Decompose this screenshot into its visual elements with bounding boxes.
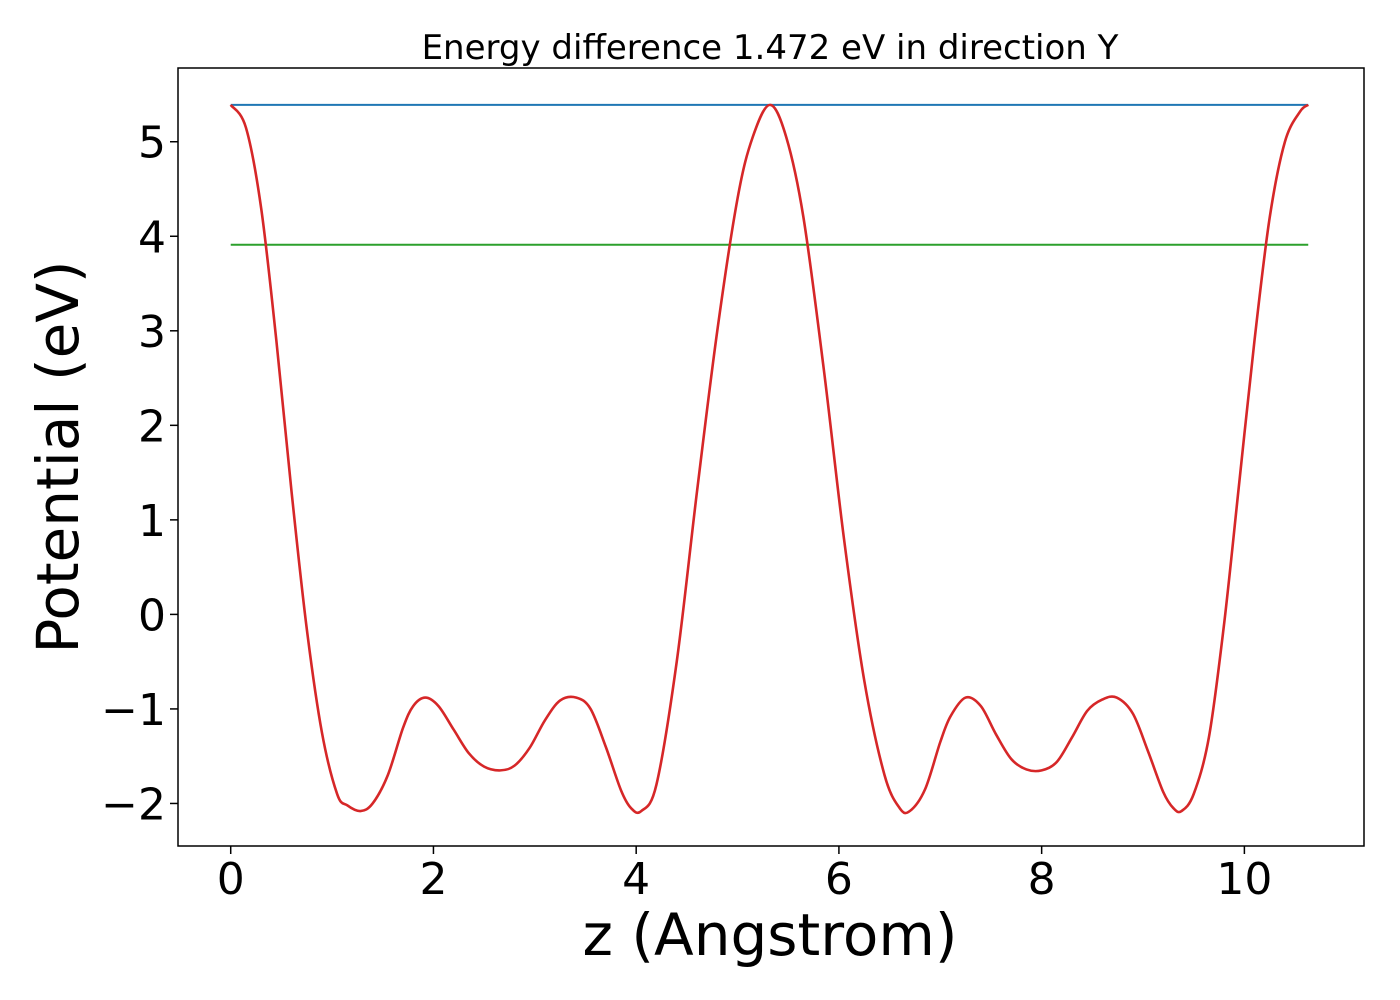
x-tick-label: 8 xyxy=(1028,854,1056,905)
x-axis-ticks: 0 2 4 6 8 10 xyxy=(217,846,1272,905)
y-tick-label: 0 xyxy=(138,590,166,641)
y-tick-label: −1 xyxy=(101,685,166,736)
y-tick-label: 5 xyxy=(138,118,166,169)
x-tick-label: 0 xyxy=(217,854,245,905)
x-tick-label: 2 xyxy=(419,854,447,905)
x-tick-label: 6 xyxy=(825,854,853,905)
y-tick-label: −2 xyxy=(101,779,166,830)
series-line-2 xyxy=(229,103,1310,815)
plot-frame xyxy=(177,67,1365,847)
y-tick-label: 2 xyxy=(138,401,166,452)
y-axis-label: Potential (eV) xyxy=(24,260,92,653)
x-axis-label: z (Angstrom) xyxy=(583,901,958,969)
y-tick-label: 4 xyxy=(138,212,166,263)
series-layer xyxy=(229,103,1310,815)
y-tick-label: 3 xyxy=(138,307,166,358)
y-axis-ticks: −2 −1 0 1 2 3 4 5 xyxy=(101,118,178,830)
chart-title: Energy difference 1.472 eV in direction … xyxy=(422,28,1119,68)
y-tick-label: 1 xyxy=(138,496,166,547)
x-tick-label: 10 xyxy=(1216,854,1272,905)
x-tick-label: 4 xyxy=(622,854,650,905)
